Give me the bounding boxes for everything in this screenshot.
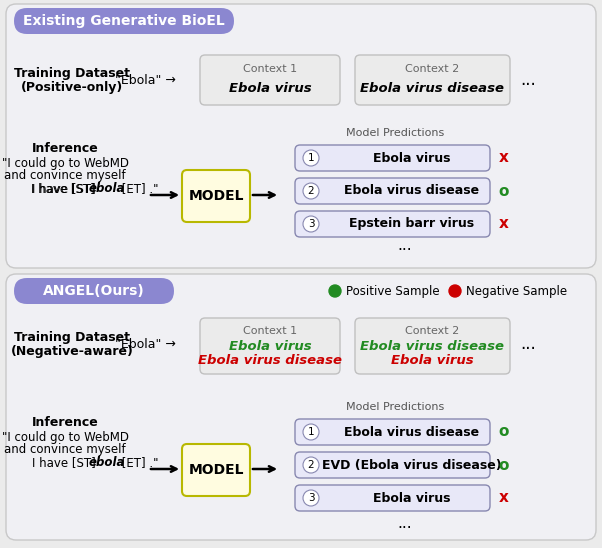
Text: Ebola virus disease: Ebola virus disease	[360, 83, 504, 95]
Text: ...: ...	[398, 238, 412, 254]
Text: ANGEL(Ours): ANGEL(Ours)	[43, 284, 145, 298]
Text: I have [ST]: I have [ST]	[31, 182, 99, 196]
Text: Context 1: Context 1	[243, 326, 297, 336]
Text: I have [ST]: I have [ST]	[32, 456, 99, 470]
Text: ...: ...	[398, 516, 412, 530]
FancyBboxPatch shape	[182, 170, 250, 222]
Text: 1: 1	[308, 427, 314, 437]
Text: Ebola virus disease: Ebola virus disease	[344, 425, 480, 438]
FancyBboxPatch shape	[295, 178, 490, 204]
FancyBboxPatch shape	[6, 4, 596, 268]
Text: x: x	[499, 490, 509, 505]
Circle shape	[449, 285, 461, 297]
Circle shape	[329, 285, 341, 297]
Text: MODEL: MODEL	[188, 189, 244, 203]
Text: Ebola virus disease: Ebola virus disease	[198, 353, 342, 367]
Text: MODEL: MODEL	[188, 463, 244, 477]
FancyBboxPatch shape	[6, 274, 596, 540]
Text: 2: 2	[308, 460, 314, 470]
Circle shape	[303, 150, 319, 166]
Text: Context 1: Context 1	[243, 64, 297, 74]
Text: ebola: ebola	[89, 456, 125, 470]
Text: Context 2: Context 2	[405, 64, 459, 74]
Text: Negative Sample: Negative Sample	[466, 284, 567, 298]
Text: Ebola virus: Ebola virus	[229, 340, 311, 352]
Text: x: x	[499, 216, 509, 231]
Circle shape	[303, 216, 319, 232]
Text: 3: 3	[308, 219, 314, 229]
Text: Existing Generative BioEL: Existing Generative BioEL	[23, 14, 225, 28]
Text: Ebola virus: Ebola virus	[373, 492, 451, 505]
Text: Inference: Inference	[32, 415, 98, 429]
Text: Positive Sample: Positive Sample	[346, 284, 439, 298]
Text: Ebola virus: Ebola virus	[229, 83, 311, 95]
Text: Model Predictions: Model Predictions	[346, 128, 444, 138]
FancyBboxPatch shape	[14, 278, 174, 304]
Text: Context 2: Context 2	[405, 326, 459, 336]
Text: Ebola virus: Ebola virus	[373, 151, 451, 164]
Text: (Negative-aware): (Negative-aware)	[11, 345, 134, 357]
Text: "Ebola" →: "Ebola" →	[114, 338, 175, 351]
Text: 1: 1	[308, 153, 314, 163]
Text: o: o	[499, 184, 509, 198]
Text: and convince myself: and convince myself	[4, 443, 126, 456]
Circle shape	[303, 183, 319, 199]
Text: and convince myself: and convince myself	[4, 169, 126, 182]
Text: 2: 2	[308, 186, 314, 196]
Circle shape	[303, 490, 319, 506]
FancyBboxPatch shape	[295, 145, 490, 171]
Text: o: o	[499, 458, 509, 472]
Text: Inference: Inference	[32, 141, 98, 155]
Text: Training Dataset: Training Dataset	[14, 330, 130, 344]
Text: I have [ST]: I have [ST]	[32, 182, 99, 196]
Text: Ebola virus disease: Ebola virus disease	[344, 185, 480, 197]
Text: Model Predictions: Model Predictions	[346, 402, 444, 412]
Text: "I could go to WebMD: "I could go to WebMD	[1, 157, 128, 169]
Text: Epstein barr virus: Epstein barr virus	[349, 218, 474, 231]
FancyBboxPatch shape	[14, 8, 234, 34]
Text: ...: ...	[520, 335, 536, 353]
FancyBboxPatch shape	[182, 444, 250, 496]
FancyBboxPatch shape	[295, 211, 490, 237]
Text: 3: 3	[308, 493, 314, 503]
FancyBboxPatch shape	[295, 419, 490, 445]
FancyBboxPatch shape	[200, 55, 340, 105]
Circle shape	[303, 424, 319, 440]
Text: [ET] .": [ET] ."	[118, 182, 158, 196]
Text: ebola: ebola	[89, 182, 125, 196]
Text: EVD (Ebola virus disease): EVD (Ebola virus disease)	[322, 459, 502, 471]
Circle shape	[303, 457, 319, 473]
FancyBboxPatch shape	[295, 452, 490, 478]
FancyBboxPatch shape	[355, 318, 510, 374]
Text: (Positive-only): (Positive-only)	[21, 81, 123, 94]
Text: "Ebola" →: "Ebola" →	[114, 73, 175, 87]
FancyBboxPatch shape	[295, 485, 490, 511]
Text: Ebola virus: Ebola virus	[391, 353, 473, 367]
Text: "I could go to WebMD: "I could go to WebMD	[1, 431, 128, 443]
Text: x: x	[499, 151, 509, 165]
Text: o: o	[499, 425, 509, 439]
Text: Training Dataset: Training Dataset	[14, 66, 130, 79]
FancyBboxPatch shape	[200, 318, 340, 374]
Text: ...: ...	[520, 71, 536, 89]
Text: Ebola virus disease: Ebola virus disease	[360, 340, 504, 352]
FancyBboxPatch shape	[355, 55, 510, 105]
Text: [ET] .": [ET] ."	[118, 456, 158, 470]
